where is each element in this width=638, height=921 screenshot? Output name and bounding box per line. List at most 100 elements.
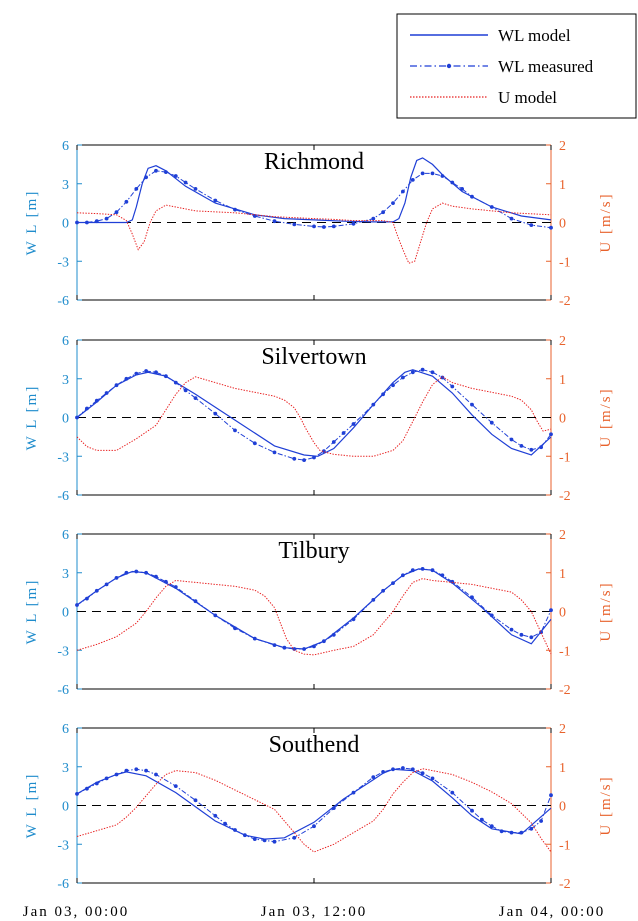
data-point-wl-measured (331, 806, 336, 810)
data-point-wl-measured (489, 420, 494, 425)
data-point-wl-measured (410, 178, 415, 182)
right-tick-label: -1 (559, 255, 571, 270)
right-tick-label: -1 (559, 450, 571, 465)
data-point-wl-measured (450, 790, 455, 795)
data-point-wl-measured (381, 770, 385, 774)
data-point-wl-measured (470, 595, 474, 600)
data-point-wl-measured (499, 829, 504, 834)
data-point-wl-measured (420, 567, 425, 571)
data-point-wl-measured (233, 626, 237, 631)
data-point-wl-measured (85, 220, 89, 225)
right-tick-label: 2 (559, 139, 566, 154)
data-point-wl-measured (509, 216, 514, 221)
data-point-wl-measured (391, 581, 395, 585)
data-point-wl-measured (75, 415, 79, 420)
data-point-wl-measured (282, 645, 287, 650)
right-tick-label: -2 (559, 877, 571, 892)
left-tick-label: -6 (57, 489, 69, 504)
data-point-wl-measured (312, 644, 316, 649)
panel-title: Tilbury (278, 538, 349, 564)
left-tick-label: -6 (57, 877, 69, 892)
data-point-wl-measured (410, 370, 415, 375)
data-point-wl-measured (134, 371, 139, 376)
data-point-wl-measured (85, 596, 89, 601)
series-line-u-model (76, 202, 552, 264)
data-point-wl-measured (252, 441, 257, 446)
data-point-wl-measured (539, 445, 543, 450)
left-tick-label: -3 (57, 838, 69, 853)
data-point-wl-measured (470, 402, 474, 407)
data-point-wl-measured (292, 222, 297, 227)
data-point-wl-measured (401, 573, 405, 578)
right-tick-label: -2 (559, 683, 571, 698)
data-point-wl-measured (272, 839, 277, 844)
data-point-wl-measured (381, 210, 385, 215)
data-point-wl-measured (381, 588, 385, 593)
data-point-wl-measured (450, 579, 455, 584)
left-tick-label: 0 (62, 412, 69, 427)
data-point-wl-measured (509, 627, 514, 632)
right-tick-label: 2 (559, 334, 566, 349)
data-point-wl-measured (252, 636, 257, 641)
left-tick-label: 6 (62, 334, 69, 349)
data-point-wl-measured (124, 199, 129, 204)
data-point-wl-measured (233, 828, 237, 832)
data-point-wl-measured (371, 216, 376, 221)
series-line-u-model (76, 376, 552, 457)
data-point-wl-measured (470, 808, 474, 813)
panel-southend: 6 3 0 -3 -6 2 1 0 -1 -2 W L [m] U [m/s] Southend (24, 722, 614, 892)
data-point-wl-measured (173, 380, 178, 385)
data-point-wl-measured (351, 617, 356, 622)
right-tick-label: -2 (559, 294, 571, 309)
x-tick-label: Jan 03, 12:00 (261, 904, 367, 920)
data-point-wl-measured (322, 225, 326, 229)
data-point-wl-measured (489, 824, 494, 829)
data-point-wl-measured (114, 576, 119, 580)
data-point-wl-measured (173, 784, 178, 788)
data-point-wl-measured (410, 767, 415, 772)
data-point-wl-measured (480, 817, 484, 822)
series-line-wl-measured (76, 369, 552, 461)
data-point-wl-measured (272, 219, 277, 224)
data-point-wl-measured (134, 187, 139, 191)
left-tick-label: 6 (62, 722, 69, 737)
left-tick-label: 3 (62, 178, 69, 193)
right-tick-label: 1 (559, 761, 566, 776)
data-point-wl-measured (173, 585, 178, 589)
data-point-wl-measured (114, 772, 119, 777)
data-point-wl-measured (519, 830, 524, 835)
legend-label-wl-model: WL model (498, 26, 571, 45)
left-tick-label: -6 (57, 294, 69, 309)
data-point-wl-measured (539, 819, 543, 823)
y-axis-label-left: W L [m] (24, 579, 40, 645)
data-point-wl-measured (144, 570, 149, 575)
data-point-wl-measured (233, 207, 237, 212)
legend-label-u-model: U model (498, 88, 557, 107)
left-tick-label: 3 (62, 373, 69, 388)
data-point-wl-measured (114, 210, 119, 215)
data-point-wl-measured (94, 398, 99, 403)
data-point-wl-measured (489, 205, 494, 209)
data-point-wl-measured (312, 455, 316, 460)
data-point-wl-measured (322, 639, 326, 644)
data-point-wl-measured (164, 170, 168, 175)
data-point-wl-measured (371, 775, 376, 779)
data-point-wl-measured (450, 180, 455, 185)
data-point-wl-measured (183, 388, 188, 393)
left-tick-label: 0 (62, 800, 69, 815)
y-axis-label-left: W L [m] (24, 773, 40, 839)
data-point-wl-measured (94, 588, 99, 593)
data-point-wl-measured (401, 189, 405, 194)
right-tick-label: 0 (559, 412, 566, 427)
data-point-wl-measured (154, 370, 158, 375)
data-point-wl-measured (75, 220, 79, 225)
data-point-wl-measured (154, 772, 158, 777)
data-point-wl-measured (519, 632, 524, 637)
data-point-wl-measured (252, 837, 257, 841)
data-point-wl-measured (371, 598, 376, 602)
data-point-wl-measured (124, 376, 129, 381)
data-point-wl-measured (331, 632, 336, 637)
data-point-wl-measured (489, 613, 494, 618)
data-point-wl-measured (124, 570, 129, 575)
data-point-wl-measured (302, 458, 306, 462)
